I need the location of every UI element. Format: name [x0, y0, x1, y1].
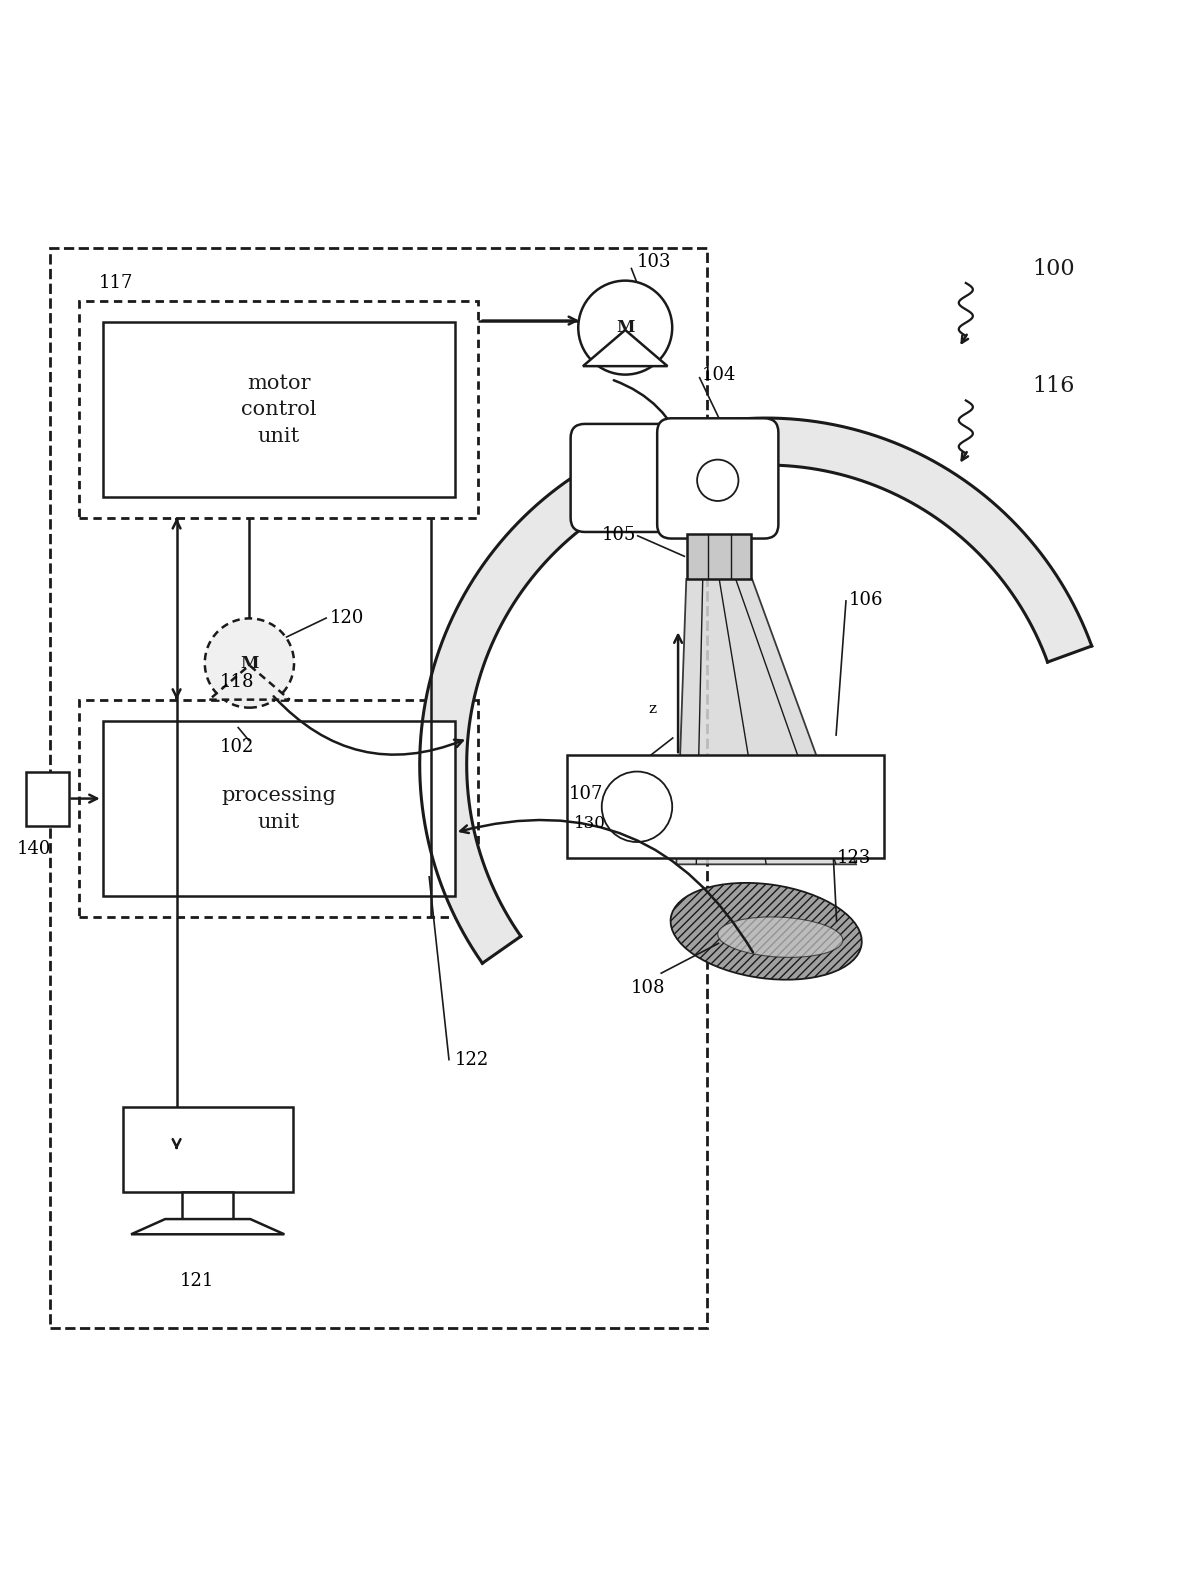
Text: motor
control
unit: motor control unit	[241, 374, 316, 446]
Text: 100: 100	[1032, 258, 1075, 281]
Polygon shape	[583, 329, 668, 366]
Text: 123: 123	[837, 849, 871, 867]
FancyBboxPatch shape	[657, 418, 779, 539]
Bar	[103, 722, 455, 897]
Bar	[123, 1108, 293, 1191]
FancyBboxPatch shape	[571, 424, 678, 533]
Bar	[182, 1191, 234, 1221]
Circle shape	[205, 618, 294, 708]
Polygon shape	[131, 1220, 284, 1234]
Text: 120: 120	[329, 608, 363, 627]
Text: processing
unit: processing unit	[222, 786, 336, 832]
Circle shape	[578, 281, 673, 375]
Bar	[79, 301, 478, 519]
Polygon shape	[676, 578, 856, 864]
Text: 106: 106	[848, 591, 883, 608]
Text: M: M	[616, 318, 635, 336]
Text: 105: 105	[602, 526, 636, 544]
Text: 118: 118	[219, 673, 255, 692]
Text: 107: 107	[569, 785, 603, 802]
Text: 117: 117	[99, 274, 133, 292]
Bar	[103, 322, 455, 496]
Text: z: z	[648, 703, 656, 717]
Text: 108: 108	[631, 979, 666, 996]
Bar	[50, 247, 708, 1329]
Polygon shape	[209, 665, 289, 700]
Bar	[26, 772, 68, 826]
Ellipse shape	[670, 883, 861, 980]
Text: 140: 140	[17, 840, 51, 857]
Polygon shape	[420, 418, 1092, 963]
Bar	[688, 534, 750, 578]
Text: 130: 130	[573, 815, 605, 832]
Text: 116: 116	[1032, 375, 1075, 397]
Bar	[566, 755, 884, 859]
Text: 102: 102	[219, 738, 255, 756]
Text: 122: 122	[455, 1051, 490, 1070]
Text: 103: 103	[637, 252, 671, 271]
Text: 121: 121	[179, 1272, 214, 1291]
Text: M: M	[241, 654, 258, 671]
Text: 104: 104	[702, 366, 736, 383]
Bar	[79, 700, 478, 917]
Ellipse shape	[717, 917, 843, 957]
